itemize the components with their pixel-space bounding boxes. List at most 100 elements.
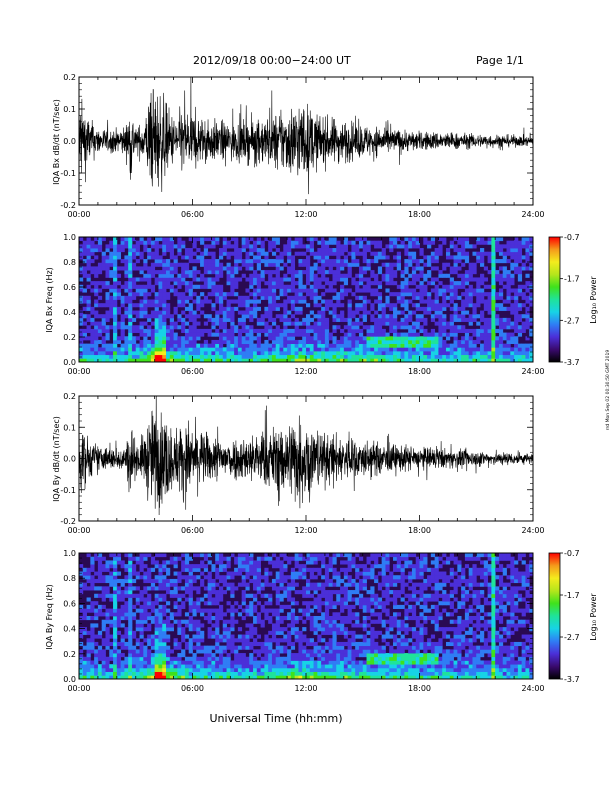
panel-bx-freq-cell (351, 262, 356, 267)
panel-bx-freq-cell (389, 354, 394, 359)
panel-bx-freq-cell (256, 292, 261, 297)
panel-bx-freq-cell (306, 358, 311, 363)
panel-bx-freq-cell (423, 343, 428, 348)
panel-bx-freq-cell (302, 350, 307, 356)
panel-by-freq-cell (82, 671, 87, 676)
panel-by-freq-cell (207, 653, 212, 658)
panel-bx-freq-cell (328, 350, 333, 356)
panel-by-freq-cell (268, 630, 273, 635)
panel-by-freq-cell (302, 649, 307, 654)
panel-bx-freq-cell (498, 343, 504, 348)
panel-bx-freq-cell (162, 281, 167, 286)
panel-bx-freq-cell (434, 343, 439, 348)
panel-bx-freq-cell (128, 284, 133, 289)
panel-by-freq-cell (249, 553, 254, 558)
panel-by-freq-cell (237, 656, 243, 661)
panel-by-freq-cell (105, 671, 110, 676)
panel-bx-freq-cell (404, 350, 409, 356)
panel-bx-freq-cell (480, 325, 485, 330)
panel-by-freq-cell (200, 612, 205, 617)
panel-bx-freq-cell (514, 303, 519, 308)
panel-by-freq-cell (158, 653, 163, 658)
panel-bx-freq-cell (131, 347, 137, 352)
panel-bx-freq-cell (237, 317, 243, 322)
panel-by-freq-cell (328, 638, 333, 643)
panel-bx-freq-cell (340, 266, 345, 271)
panel-bx-freq-cell (434, 339, 439, 345)
panel-by-freq-cell (275, 597, 280, 602)
panel-by-freq-cell (283, 645, 288, 650)
panel-bx-freq-cell (419, 273, 424, 278)
panel-bx-freq-cell (324, 255, 330, 260)
panel-by-freq-cell (101, 638, 106, 643)
panel-bx-freq-cell (366, 259, 371, 264)
panel-by-freq-cell (105, 578, 110, 584)
panel-by-freq-cell (177, 593, 182, 598)
panel-by-freq-cell (230, 660, 235, 665)
panel-bx-freq-cell (298, 295, 303, 300)
panel-bx-freq-cell (393, 325, 398, 330)
panel-by-freq-cell (143, 619, 148, 624)
panel-bx-freq-cell (309, 343, 314, 348)
panel-bx-freq-cell (381, 255, 386, 260)
panel-by-freq-cell (131, 653, 137, 658)
panel-bx-freq-cell (476, 354, 481, 359)
panel-bx-freq-cell (366, 354, 371, 359)
panel-bx-freq-cell (279, 259, 284, 264)
panel-by-freq-cell (332, 649, 337, 654)
panel-bx-freq-cells (79, 237, 534, 363)
panel-bx-freq-cell (309, 244, 314, 249)
panel-bx-freq-cell (370, 328, 375, 333)
panel-bx-freq-cell (215, 317, 220, 322)
panel-bx-freq-cell (264, 281, 269, 286)
panel-by-freq-cell (86, 604, 91, 609)
panel-bx-freq-cell (377, 354, 383, 359)
panel-by-freq-cell (169, 656, 174, 661)
panel-by-freq-cell (306, 601, 311, 606)
panel-bx-freq-cell (491, 248, 496, 253)
panel-bx-freq-cell (393, 347, 398, 352)
panel-by-freq-cell (302, 664, 307, 669)
panel-bx-freq-cell (287, 244, 292, 249)
panel-bx-freq-cell (147, 328, 152, 333)
panel-by-freq-cell (120, 593, 125, 598)
panel-by-freq-cell (226, 664, 231, 669)
panel-bx-freq-cell (377, 299, 383, 304)
panel-bx-freq-cell (480, 314, 485, 319)
panel-bx-freq-cell (491, 281, 496, 286)
panel-bx-freq-cell (495, 317, 500, 322)
panel-bx-freq-cell (287, 347, 292, 352)
panel-by-freq-cell (264, 649, 269, 654)
panel-bx-freq-cell (404, 339, 409, 345)
panel-bx-freq-cell (487, 303, 492, 308)
panel-bx-freq-cell (283, 306, 288, 311)
panel-bx-freq-cell (400, 288, 405, 293)
panel-bx-freq-cell (366, 310, 371, 315)
panel-bx-freq-cell (237, 321, 243, 326)
panel-bx-freq-cell (438, 336, 443, 341)
panel-by-freq-cell (154, 553, 159, 558)
panel-bx-freq-cell (245, 347, 250, 352)
panel-by-freq-cell (158, 593, 163, 598)
panel-by-freq-cell (90, 667, 95, 672)
panel-bx-freq-cell (143, 343, 148, 348)
panel-bx-freq-cell (173, 255, 178, 260)
panel-bx-freq-cell (203, 237, 209, 242)
panel-by-freq-cell (245, 564, 250, 569)
panel-bx-freq-cell (162, 339, 167, 345)
panel-by-freq-cell (275, 649, 280, 654)
panel-bx-freq-cell (453, 328, 458, 333)
panel-by-freq-cell (158, 641, 163, 647)
panel-bx-freq-cell (207, 350, 212, 356)
panel-by-freq-cell (124, 601, 129, 606)
panel-bx-freq-cell (366, 266, 371, 271)
panel-by-freq-cell (139, 564, 144, 569)
panel-by-freq-cell (306, 593, 311, 598)
panel-by-freq-cell (139, 623, 144, 628)
panel-bx-freq-cell (506, 358, 511, 363)
panel-by-freq-cell (173, 675, 178, 680)
panel-bx-freq-cell (358, 244, 364, 249)
panel-bx-freq-cell (101, 317, 106, 322)
panel-by-freq-cell (218, 553, 224, 558)
panel-by-freq-cell (290, 575, 296, 580)
